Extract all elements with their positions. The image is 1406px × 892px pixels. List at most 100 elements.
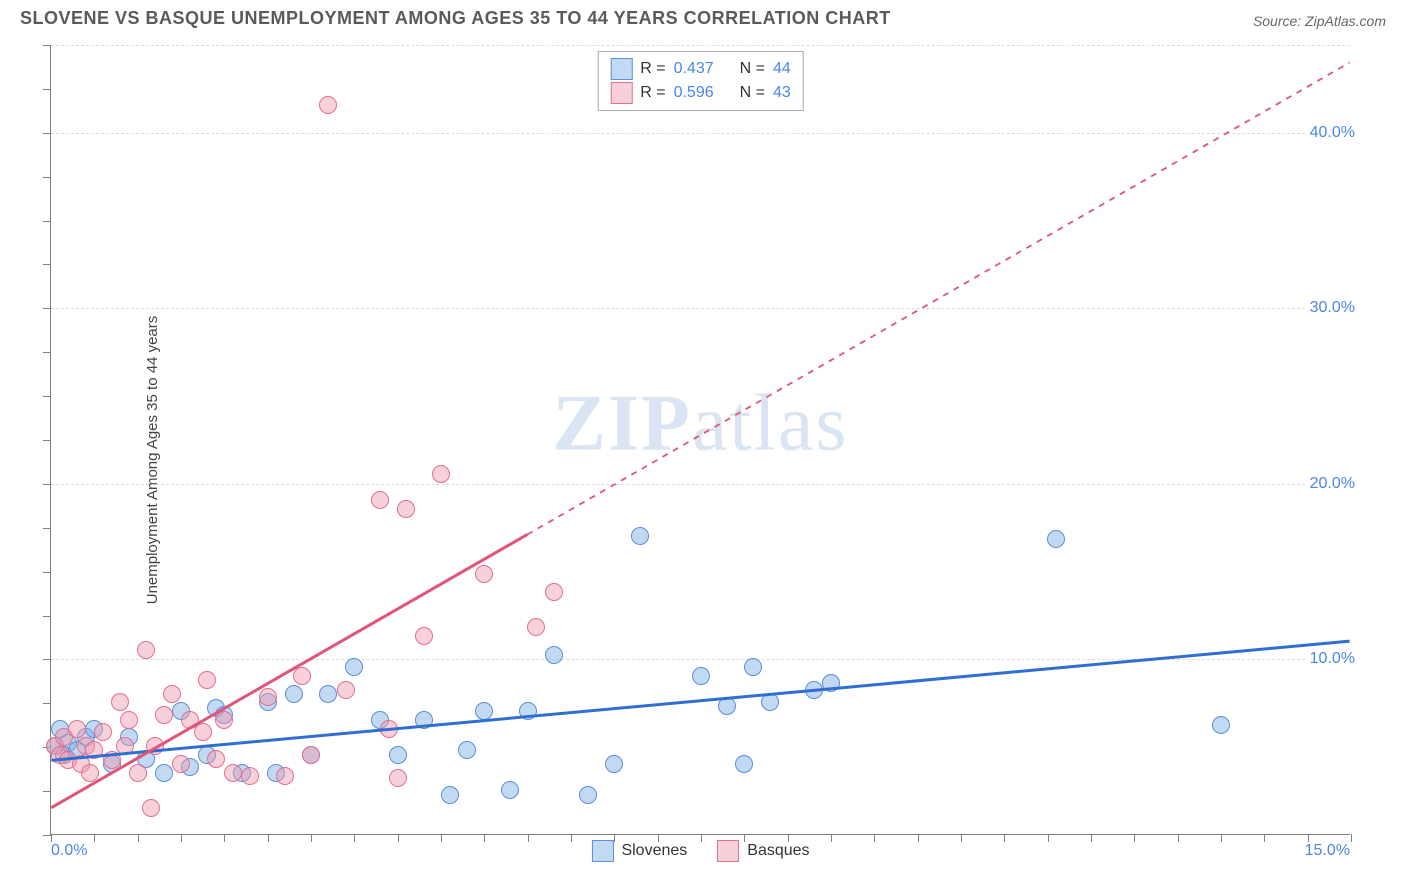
scatter-point bbox=[85, 741, 103, 759]
x-tick bbox=[354, 834, 355, 842]
y-tick bbox=[43, 484, 51, 485]
x-tick bbox=[1351, 834, 1352, 842]
y-tick bbox=[43, 308, 51, 309]
scatter-point bbox=[744, 658, 762, 676]
scatter-point bbox=[380, 720, 398, 738]
scatter-point bbox=[545, 583, 563, 601]
scatter-point bbox=[142, 799, 160, 817]
scatter-point bbox=[1212, 716, 1230, 734]
legend-series: Slovenes Basques bbox=[591, 840, 809, 862]
gridline-h bbox=[51, 484, 1350, 485]
legend-n-value: 44 bbox=[773, 60, 791, 78]
x-tick bbox=[1091, 834, 1092, 842]
scatter-point bbox=[207, 750, 225, 768]
chart-header: SLOVENE VS BASQUE UNEMPLOYMENT AMONG AGE… bbox=[0, 0, 1406, 35]
x-axis-min-label: 0.0% bbox=[51, 842, 87, 860]
y-tick bbox=[43, 45, 51, 46]
scatter-point bbox=[81, 764, 99, 782]
scatter-point bbox=[319, 96, 337, 114]
scatter-point bbox=[397, 500, 415, 518]
legend-swatch bbox=[717, 840, 739, 862]
scatter-point bbox=[215, 711, 233, 729]
y-tick bbox=[43, 352, 51, 353]
scatter-point bbox=[692, 667, 710, 685]
y-right-tick-label: 30.0% bbox=[1306, 299, 1355, 317]
x-tick bbox=[1264, 834, 1265, 842]
scatter-point bbox=[137, 641, 155, 659]
legend-series-label: Slovenes bbox=[621, 842, 687, 860]
x-tick bbox=[1178, 834, 1179, 842]
scatter-point bbox=[605, 755, 623, 773]
scatter-point bbox=[293, 667, 311, 685]
x-tick bbox=[181, 834, 182, 842]
x-tick bbox=[94, 834, 95, 842]
x-tick bbox=[614, 834, 615, 842]
chart-container: Unemployment Among Ages 35 to 44 years Z… bbox=[0, 35, 1406, 885]
scatter-point bbox=[822, 674, 840, 692]
x-tick bbox=[1221, 834, 1222, 842]
gridline-h bbox=[51, 308, 1350, 309]
y-tick bbox=[43, 440, 51, 441]
scatter-point bbox=[735, 755, 753, 773]
y-right-tick-label: 10.0% bbox=[1306, 650, 1355, 668]
y-tick bbox=[43, 703, 51, 704]
x-tick bbox=[1048, 834, 1049, 842]
scatter-point bbox=[389, 769, 407, 787]
scatter-point bbox=[389, 746, 407, 764]
gridline-h bbox=[51, 659, 1350, 660]
plot-area: ZIPatlas R =0.437N =44R =0.596N =43 Slov… bbox=[50, 45, 1350, 835]
x-tick bbox=[701, 834, 702, 842]
legend-n-value: 43 bbox=[773, 84, 791, 102]
scatter-point bbox=[545, 646, 563, 664]
legend-swatch bbox=[610, 58, 632, 80]
y-right-tick-label: 20.0% bbox=[1306, 475, 1355, 493]
x-tick bbox=[398, 834, 399, 842]
legend-swatch bbox=[610, 82, 632, 104]
y-tick bbox=[43, 264, 51, 265]
gridline-h bbox=[51, 45, 1350, 46]
x-tick bbox=[51, 834, 52, 842]
legend-corr-row: R =0.596N =43 bbox=[610, 82, 791, 104]
scatter-point bbox=[163, 685, 181, 703]
x-axis-max-label: 15.0% bbox=[1305, 842, 1350, 860]
scatter-point bbox=[527, 618, 545, 636]
scatter-point bbox=[579, 786, 597, 804]
x-tick bbox=[528, 834, 529, 842]
scatter-point bbox=[475, 702, 493, 720]
chart-source: Source: ZipAtlas.com bbox=[1253, 13, 1386, 29]
legend-correlation-box: R =0.437N =44R =0.596N =43 bbox=[597, 51, 804, 111]
y-tick bbox=[43, 177, 51, 178]
x-tick bbox=[831, 834, 832, 842]
scatter-point bbox=[285, 685, 303, 703]
scatter-point bbox=[259, 688, 277, 706]
legend-series-item: Basques bbox=[717, 840, 809, 862]
chart-title: SLOVENE VS BASQUE UNEMPLOYMENT AMONG AGE… bbox=[20, 8, 891, 29]
scatter-point bbox=[1047, 530, 1065, 548]
scatter-point bbox=[337, 681, 355, 699]
scatter-point bbox=[103, 751, 121, 769]
scatter-point bbox=[441, 786, 459, 804]
x-tick bbox=[268, 834, 269, 842]
scatter-point bbox=[129, 764, 147, 782]
trend-line-solid bbox=[51, 534, 527, 807]
scatter-point bbox=[155, 706, 173, 724]
scatter-point bbox=[194, 723, 212, 741]
scatter-point bbox=[111, 693, 129, 711]
legend-corr-row: R =0.437N =44 bbox=[610, 58, 791, 80]
scatter-point bbox=[276, 767, 294, 785]
scatter-point bbox=[458, 741, 476, 759]
x-tick bbox=[311, 834, 312, 842]
y-tick bbox=[43, 616, 51, 617]
y-tick bbox=[43, 572, 51, 573]
scatter-point bbox=[432, 465, 450, 483]
legend-r-label: R = bbox=[640, 84, 665, 102]
x-tick bbox=[918, 834, 919, 842]
x-tick bbox=[744, 834, 745, 842]
scatter-point bbox=[475, 565, 493, 583]
x-tick bbox=[874, 834, 875, 842]
scatter-point bbox=[241, 767, 259, 785]
legend-n-label: N = bbox=[740, 60, 765, 78]
y-tick bbox=[43, 659, 51, 660]
legend-swatch bbox=[591, 840, 613, 862]
y-tick bbox=[43, 221, 51, 222]
